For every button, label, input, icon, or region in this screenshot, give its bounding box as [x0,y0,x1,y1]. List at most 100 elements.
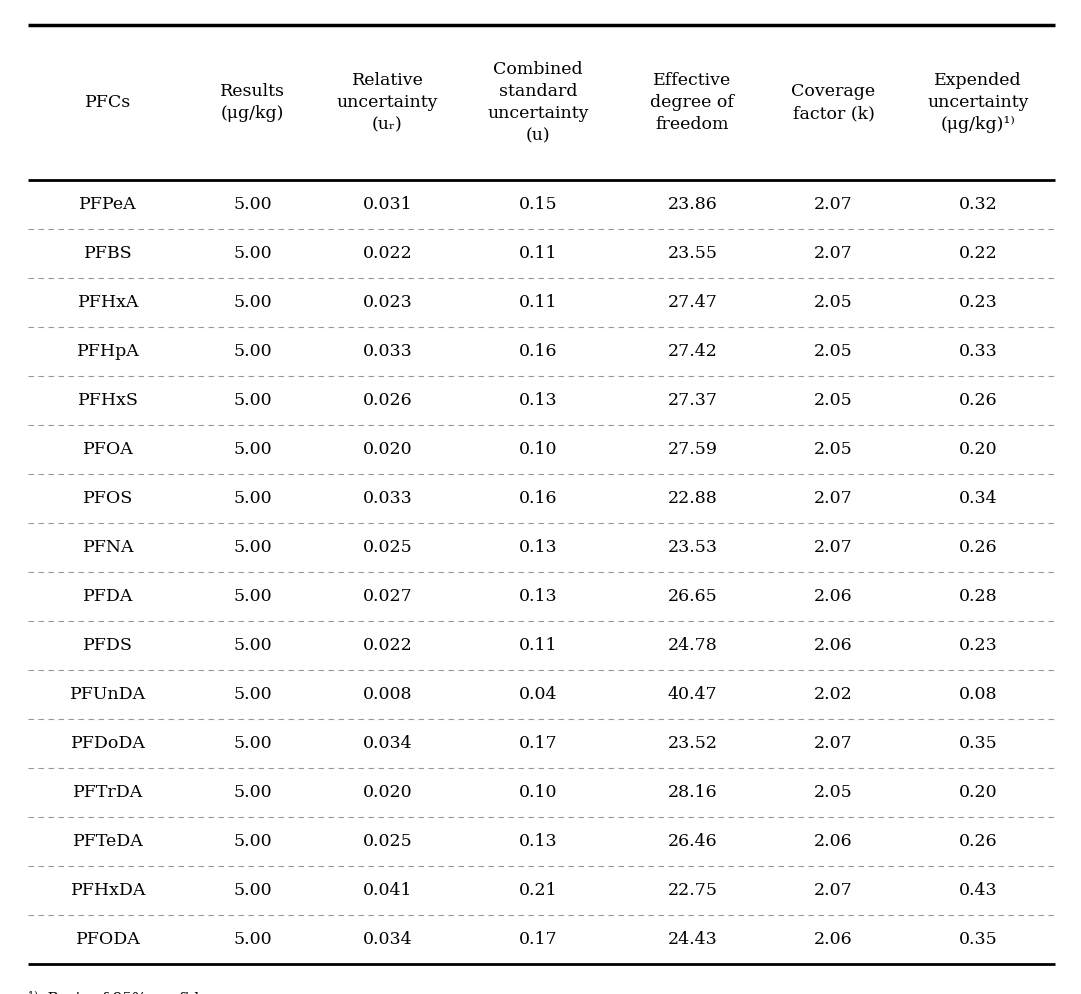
Text: 0.32: 0.32 [959,196,998,213]
Text: 5.00: 5.00 [233,686,272,703]
Text: 23.86: 23.86 [667,196,717,213]
Text: PFTrDA: PFTrDA [74,784,144,801]
Text: PFHxDA: PFHxDA [70,882,146,899]
Text: 28.16: 28.16 [668,784,717,801]
Text: PFUnDA: PFUnDA [70,686,146,703]
Text: ¹⁾  Basis of 95% confidence: ¹⁾ Basis of 95% confidence [28,992,236,994]
Text: Expended
uncertainty
(μg/kg)¹⁾: Expended uncertainty (μg/kg)¹⁾ [927,72,1029,133]
Text: 23.52: 23.52 [667,735,718,752]
Text: PFCs: PFCs [85,94,132,111]
Text: 23.55: 23.55 [667,245,718,262]
Text: 0.031: 0.031 [362,196,412,213]
Text: 5.00: 5.00 [233,539,272,556]
Text: 0.034: 0.034 [362,735,412,752]
Text: 5.00: 5.00 [233,931,272,948]
Text: 0.17: 0.17 [519,735,558,752]
Text: 0.11: 0.11 [519,245,558,262]
Text: 0.13: 0.13 [519,392,558,409]
Text: 2.07: 2.07 [814,196,853,213]
Text: 0.008: 0.008 [363,686,412,703]
Text: PFPeA: PFPeA [79,196,137,213]
Text: 0.020: 0.020 [362,784,412,801]
Text: 0.23: 0.23 [959,294,998,311]
Text: 0.033: 0.033 [362,490,412,507]
Text: 27.42: 27.42 [667,343,718,360]
Text: 26.46: 26.46 [668,833,717,850]
Text: 24.78: 24.78 [667,637,717,654]
Text: 0.15: 0.15 [519,196,558,213]
Text: 23.53: 23.53 [667,539,718,556]
Text: 0.26: 0.26 [959,539,998,556]
Text: PFHxS: PFHxS [78,392,138,409]
Text: 40.47: 40.47 [668,686,717,703]
Text: 0.025: 0.025 [362,539,412,556]
Text: 5.00: 5.00 [233,784,272,801]
Text: 0.35: 0.35 [959,735,998,752]
Text: 2.06: 2.06 [814,588,853,605]
Text: 0.23: 0.23 [959,637,998,654]
Text: PFBS: PFBS [84,245,133,262]
Text: 0.11: 0.11 [519,294,558,311]
Text: 2.05: 2.05 [814,392,853,409]
Text: Results
(μg/kg): Results (μg/kg) [221,83,285,122]
Text: 26.65: 26.65 [667,588,717,605]
Text: 0.16: 0.16 [519,490,558,507]
Text: 0.16: 0.16 [519,343,558,360]
Text: 2.05: 2.05 [814,294,853,311]
Text: 0.13: 0.13 [519,588,558,605]
Text: PFOS: PFOS [83,490,133,507]
Text: 2.07: 2.07 [814,490,853,507]
Text: 22.88: 22.88 [667,490,717,507]
Text: 5.00: 5.00 [233,490,272,507]
Text: PFTeDA: PFTeDA [72,833,144,850]
Text: 27.37: 27.37 [667,392,718,409]
Text: 0.26: 0.26 [959,833,998,850]
Text: 2.05: 2.05 [814,784,853,801]
Text: 5.00: 5.00 [233,196,272,213]
Text: 0.20: 0.20 [959,441,998,458]
Text: 0.17: 0.17 [519,931,558,948]
Text: 2.06: 2.06 [814,931,853,948]
Text: 5.00: 5.00 [233,392,272,409]
Text: Effective
degree of
freedom: Effective degree of freedom [651,72,734,133]
Text: 5.00: 5.00 [233,441,272,458]
Text: PFOA: PFOA [83,441,134,458]
Text: 5.00: 5.00 [233,882,272,899]
Text: 0.020: 0.020 [362,441,412,458]
Text: 0.033: 0.033 [362,343,412,360]
Text: 0.35: 0.35 [959,931,998,948]
Text: PFHxA: PFHxA [78,294,139,311]
Text: 24.43: 24.43 [667,931,717,948]
Text: 0.10: 0.10 [519,441,558,458]
Text: 5.00: 5.00 [233,245,272,262]
Text: 0.43: 0.43 [959,882,998,899]
Text: 5.00: 5.00 [233,637,272,654]
Text: 0.10: 0.10 [519,784,558,801]
Text: 2.07: 2.07 [814,245,853,262]
Text: 0.28: 0.28 [959,588,998,605]
Text: PFDA: PFDA [83,588,133,605]
Text: 5.00: 5.00 [233,735,272,752]
Text: 0.022: 0.022 [362,637,412,654]
Text: 0.13: 0.13 [519,539,558,556]
Text: 0.22: 0.22 [959,245,998,262]
Text: PFODA: PFODA [76,931,141,948]
Text: 5.00: 5.00 [233,833,272,850]
Text: 0.20: 0.20 [959,784,998,801]
Text: PFHpA: PFHpA [77,343,139,360]
Text: 2.07: 2.07 [814,539,853,556]
Text: 2.05: 2.05 [814,441,853,458]
Text: 5.00: 5.00 [233,343,272,360]
Text: 0.034: 0.034 [362,931,412,948]
Text: 0.08: 0.08 [959,686,998,703]
Text: 2.06: 2.06 [814,833,853,850]
Text: 5.00: 5.00 [233,588,272,605]
Text: 0.21: 0.21 [519,882,558,899]
Text: 0.34: 0.34 [959,490,998,507]
Text: 0.26: 0.26 [959,392,998,409]
Text: 0.041: 0.041 [363,882,412,899]
Text: 0.027: 0.027 [362,588,412,605]
Text: 2.02: 2.02 [814,686,853,703]
Text: 0.022: 0.022 [362,245,412,262]
Text: 2.07: 2.07 [814,882,853,899]
